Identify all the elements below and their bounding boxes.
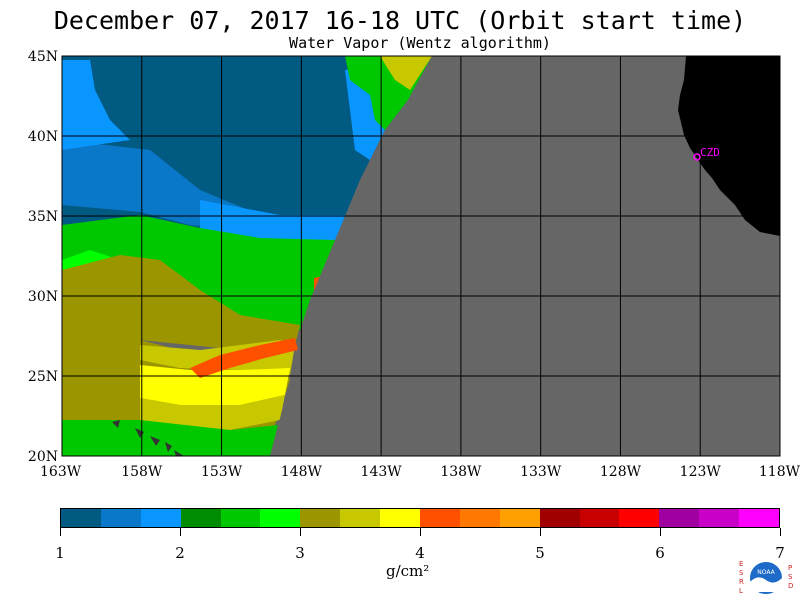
colorbar-tick-label: 6 bbox=[655, 544, 665, 562]
svg-text:P: P bbox=[788, 564, 792, 572]
units-label: g/cm² bbox=[386, 562, 430, 580]
chart-subtitle: Water Vapor (Wentz algorithm) bbox=[289, 34, 551, 52]
noaa-logo-icon: NOAA E S R L P S D bbox=[739, 560, 793, 596]
lat-label: 20N bbox=[28, 449, 58, 465]
colorbar-segment bbox=[180, 509, 221, 527]
colorbar-segment bbox=[739, 509, 780, 527]
colorbar-tick-label: 3 bbox=[295, 544, 305, 562]
lon-label: 123W bbox=[680, 464, 722, 480]
colorbar-tick-label: 7 bbox=[775, 544, 785, 562]
colorbar-segment bbox=[579, 509, 620, 527]
svg-text:L: L bbox=[739, 587, 743, 595]
colorbar-tick bbox=[59, 528, 61, 536]
lon-label: 138W bbox=[440, 464, 482, 480]
colorbar-tick bbox=[539, 528, 541, 536]
lat-label: 35N bbox=[28, 209, 58, 225]
colorbar-segment bbox=[140, 509, 181, 527]
lat-label: 45N bbox=[28, 49, 58, 65]
colorbar-tick-label: 1 bbox=[55, 544, 65, 562]
colorbar-tick bbox=[299, 528, 301, 536]
colorbar-tick-label: 2 bbox=[175, 544, 185, 562]
lon-label: 128W bbox=[600, 464, 642, 480]
colorbar-tick bbox=[779, 528, 781, 536]
island bbox=[165, 442, 172, 452]
colorbar-segment bbox=[260, 509, 301, 527]
colorbar-segment bbox=[659, 509, 700, 527]
svg-text:S: S bbox=[739, 569, 744, 577]
no-data-swath bbox=[270, 56, 780, 456]
vapor-band-mid-blue bbox=[62, 60, 130, 150]
vapor-band-green-south bbox=[62, 420, 278, 456]
station-label: CZD bbox=[700, 146, 720, 159]
colorbar-segment bbox=[61, 509, 101, 527]
colorbar-segment bbox=[300, 509, 341, 527]
colorbar-tick-label: 5 bbox=[535, 544, 545, 562]
colorbar-tick bbox=[659, 528, 661, 536]
station-marker-icon bbox=[693, 153, 701, 161]
lon-label: 148W bbox=[281, 464, 323, 480]
colorbar-segment bbox=[619, 509, 660, 527]
colorbar-segment bbox=[539, 509, 580, 527]
colorbar-segment bbox=[340, 509, 381, 527]
colorbar-segment bbox=[699, 509, 740, 527]
lat-label: 25N bbox=[28, 369, 58, 385]
vapor-band-yellow-north bbox=[380, 56, 432, 90]
map-frame bbox=[61, 55, 781, 457]
svg-text:D: D bbox=[788, 582, 793, 590]
vapor-band-yellow bbox=[140, 365, 290, 405]
svg-text:NOAA: NOAA bbox=[757, 569, 775, 576]
lon-label: 153W bbox=[201, 464, 243, 480]
lon-label: 118W bbox=[759, 464, 800, 480]
lon-label: 158W bbox=[121, 464, 163, 480]
island bbox=[112, 420, 120, 428]
island bbox=[174, 450, 184, 456]
colorbar-segment bbox=[459, 509, 500, 527]
vapor-band-olive-south bbox=[140, 395, 285, 430]
colorbar-tick bbox=[419, 528, 421, 536]
svg-text:E: E bbox=[739, 560, 743, 568]
water-vapor-map: CZD 45N 40N 35N 30N 25N 20N 163W 158W 153W 148W 1… bbox=[28, 49, 800, 480]
lon-label: 163W bbox=[40, 464, 82, 480]
lat-label: 30N bbox=[28, 289, 58, 305]
island bbox=[135, 428, 144, 438]
colorbar-segment bbox=[420, 509, 460, 527]
vapor-band-olive bbox=[62, 255, 300, 350]
island bbox=[150, 436, 160, 446]
colorbar bbox=[60, 508, 780, 528]
svg-text:R: R bbox=[739, 578, 744, 586]
svg-text:S: S bbox=[788, 573, 793, 581]
colorbar-segment bbox=[380, 509, 421, 527]
colorbar-tick bbox=[179, 528, 181, 536]
chart-title: December 07, 2017 16-18 UTC (Orbit start… bbox=[53, 6, 747, 35]
colorbar-segment bbox=[220, 509, 261, 527]
vapor-band-light-blue-east bbox=[200, 200, 345, 245]
lon-label: 133W bbox=[520, 464, 562, 480]
colorbar-segment bbox=[100, 509, 141, 527]
lon-label: 143W bbox=[361, 464, 403, 480]
lat-label: 40N bbox=[28, 129, 58, 145]
land-mass bbox=[678, 56, 780, 236]
vapor-band-orange bbox=[190, 338, 298, 378]
colorbar-tick-label: 4 bbox=[415, 544, 425, 562]
colorbar-segment bbox=[499, 509, 540, 527]
